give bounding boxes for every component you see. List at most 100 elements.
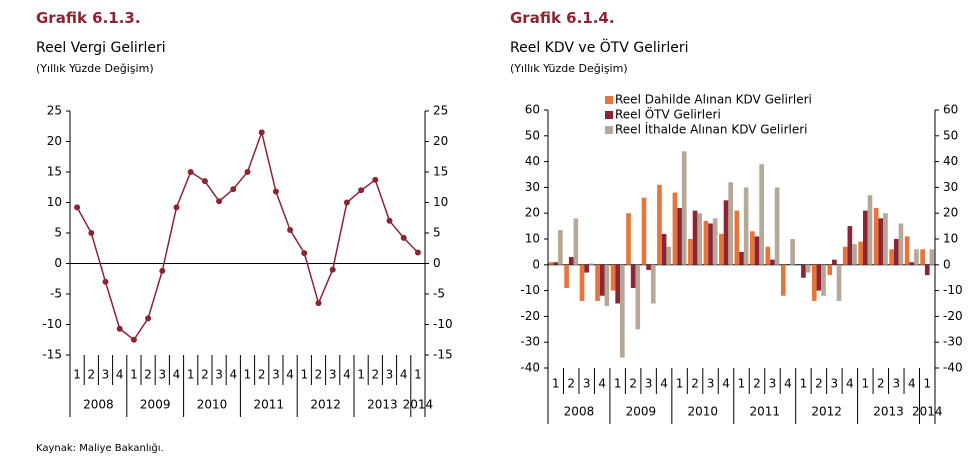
x-tick-label: 4 (846, 377, 854, 391)
marker (400, 234, 407, 241)
bar (904, 236, 910, 265)
group-label: 2014 (403, 398, 434, 412)
marker (145, 315, 152, 322)
x-tick-label: 1 (614, 377, 622, 391)
marker (159, 267, 166, 274)
marker (244, 169, 251, 175)
y2-tick-label: -10 (433, 317, 453, 331)
marker (386, 217, 393, 224)
x-tick-label: 2 (201, 368, 209, 382)
chart-note: (Yıllık Yüzde Değişim) (36, 62, 154, 75)
x-tick-label: 3 (158, 368, 166, 382)
y-tick-label: 10 (47, 195, 62, 209)
group-label: 2013 (367, 398, 398, 412)
marker (130, 336, 137, 343)
group-label: 2008 (564, 405, 595, 419)
bar (657, 184, 662, 265)
bar (924, 264, 930, 276)
bar (573, 218, 579, 265)
x-tick-label: 2 (815, 377, 823, 391)
bar (754, 236, 760, 265)
x-tick-label: 1 (800, 377, 808, 391)
x-tick-label: 1 (300, 368, 308, 382)
bar (548, 262, 554, 265)
group-label: 2014 (912, 405, 943, 419)
marker (201, 178, 208, 185)
y-tick-label: -15 (42, 348, 62, 362)
x-tick-label: 2 (258, 368, 266, 382)
marker (187, 169, 194, 175)
bar (898, 223, 904, 265)
x-tick-label: 4 (400, 368, 408, 382)
x-tick-label: 3 (583, 377, 591, 391)
legend-swatch (605, 96, 613, 104)
bar (811, 264, 817, 301)
y2-tick-label: 5 (433, 226, 441, 240)
bar (615, 264, 620, 304)
bar (635, 264, 641, 330)
bar (816, 264, 822, 291)
marker (116, 325, 123, 332)
x-tick-label: 3 (831, 377, 839, 391)
x-tick-label: 2 (371, 368, 379, 382)
bar (909, 262, 915, 265)
x-tick-label: 1 (414, 368, 422, 382)
bar (883, 213, 888, 265)
chart-note: (Yıllık Yüzde Değişim) (510, 62, 628, 75)
bar (832, 259, 837, 265)
bar (759, 164, 764, 265)
bar (920, 249, 925, 265)
x-tick-label: 2 (567, 377, 575, 391)
x-tick-label: 3 (645, 377, 653, 391)
y-tick-label: 25 (47, 104, 62, 118)
bar (774, 187, 780, 265)
y-tick-label: -10 (42, 317, 62, 331)
bar (770, 259, 775, 265)
bar (914, 249, 919, 265)
y-tick-label: -30 (520, 335, 540, 349)
y-tick-label: 0 (532, 257, 540, 271)
y-tick-label: -5 (50, 287, 62, 301)
y2-tick-label: 15 (433, 165, 448, 179)
chart-title: Grafik 6.1.4. (510, 9, 615, 27)
y2-tick-label: -20 (943, 309, 963, 323)
x-tick-label: 1 (130, 368, 138, 382)
x-tick-label: 2 (144, 368, 152, 382)
bar (619, 264, 625, 358)
bar (765, 246, 771, 265)
y2-tick-label: 20 (943, 206, 958, 220)
y2-tick-label: 0 (943, 257, 951, 271)
bar (734, 210, 740, 265)
bar (630, 264, 636, 289)
marker (315, 300, 322, 307)
bar (827, 264, 833, 276)
y2-tick-label: 30 (943, 180, 958, 194)
marker (414, 249, 421, 256)
y-tick-label: 10 (525, 232, 540, 246)
marker (287, 226, 294, 233)
bar (929, 249, 935, 265)
x-tick-label: 3 (707, 377, 715, 391)
marker (216, 198, 223, 205)
bar (750, 231, 755, 265)
y-tick-label: -40 (520, 361, 540, 375)
bar (743, 187, 749, 265)
marker (301, 250, 308, 257)
y2-tick-label: 10 (433, 195, 448, 209)
group-label: 2010 (197, 398, 228, 412)
x-tick-label: 4 (286, 368, 294, 382)
bar (564, 264, 569, 289)
x-tick-label: 4 (660, 377, 668, 391)
y-tick-label: 60 (525, 103, 540, 117)
y-tick-label: 5 (54, 226, 62, 240)
bar (579, 264, 585, 301)
bar (863, 210, 868, 265)
bar (719, 233, 724, 265)
x-tick-label: 1 (738, 377, 746, 391)
x-tick-label: 1 (244, 368, 252, 382)
y-tick-label: 40 (525, 154, 540, 168)
bar (712, 218, 718, 265)
bar (589, 263, 594, 265)
bar (847, 226, 853, 265)
